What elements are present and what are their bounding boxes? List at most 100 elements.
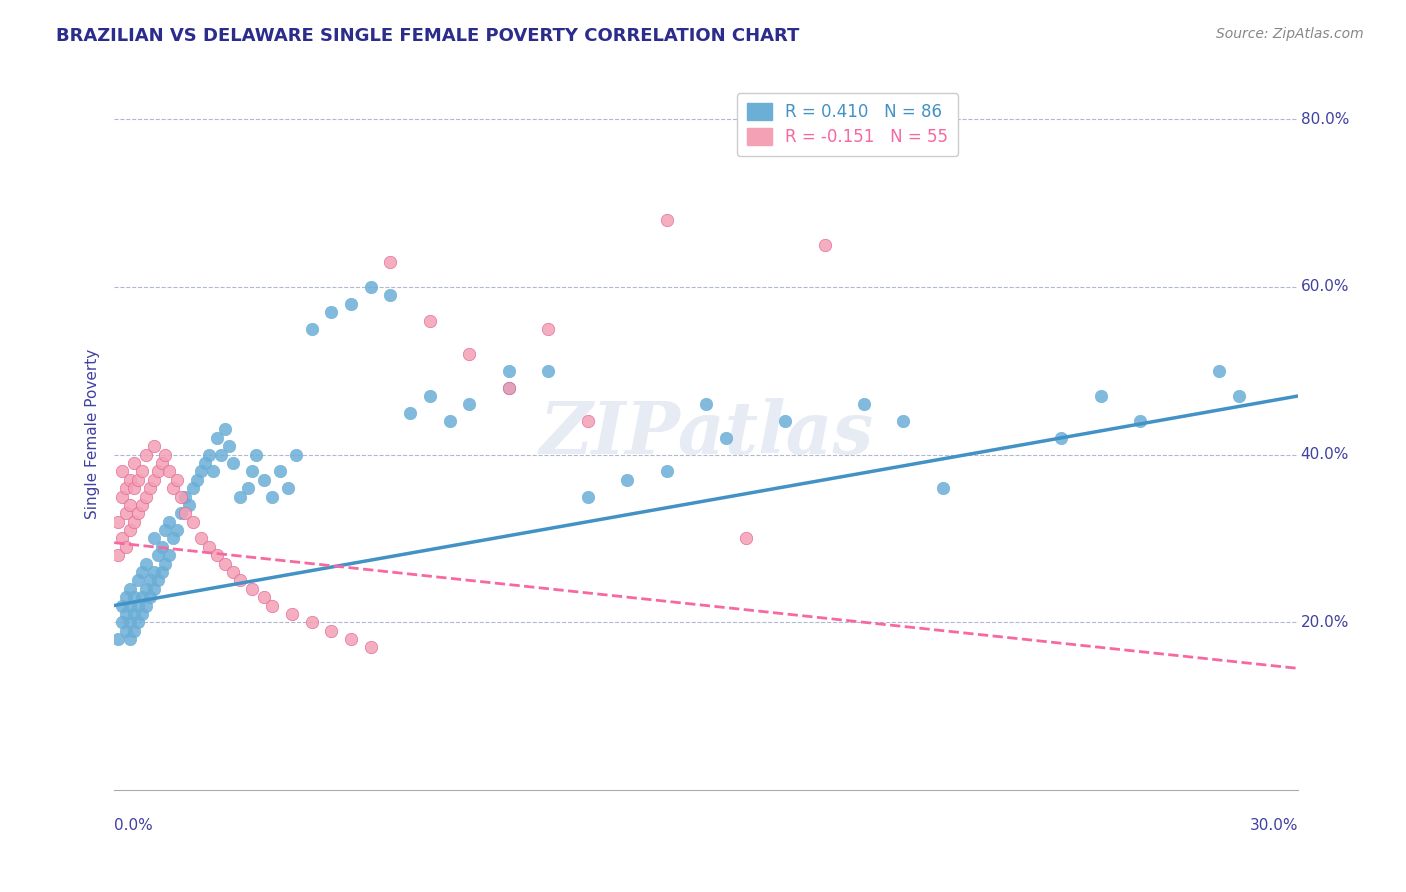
Delaware [138, 481, 160, 495]
Brazilians [253, 473, 276, 487]
Delaware [127, 473, 149, 487]
Brazilians [893, 414, 915, 428]
Delaware [576, 414, 599, 428]
Brazilians [115, 590, 138, 604]
Brazilians [419, 389, 441, 403]
Delaware [498, 381, 520, 395]
Legend: R = 0.410   N = 86, R = -0.151   N = 55: R = 0.410 N = 86, R = -0.151 N = 55 [737, 93, 959, 156]
Delaware [301, 615, 323, 630]
Brazilians [301, 322, 323, 336]
Brazilians [179, 498, 201, 512]
Delaware [142, 473, 165, 487]
Brazilians [194, 456, 217, 470]
Brazilians [360, 280, 382, 294]
Delaware [115, 481, 138, 495]
Brazilians [186, 473, 208, 487]
Text: 20.0%: 20.0% [1301, 615, 1348, 630]
Text: ZIPatlas: ZIPatlas [538, 398, 873, 469]
Delaware [118, 498, 141, 512]
Brazilians [245, 448, 267, 462]
Brazilians [853, 397, 876, 411]
Delaware [142, 439, 165, 453]
Brazilians [214, 422, 236, 436]
Brazilians [122, 624, 145, 638]
Brazilians [260, 490, 283, 504]
Brazilians [115, 624, 138, 638]
Brazilians [238, 481, 260, 495]
Text: Source: ZipAtlas.com: Source: ZipAtlas.com [1216, 27, 1364, 41]
Delaware [131, 464, 153, 478]
Brazilians [138, 574, 160, 588]
Brazilians [142, 565, 165, 579]
Brazilians [240, 464, 263, 478]
Brazilians [498, 364, 520, 378]
Brazilians [714, 431, 737, 445]
Delaware [150, 456, 173, 470]
Delaware [131, 498, 153, 512]
Text: 80.0%: 80.0% [1301, 112, 1348, 127]
Brazilians [159, 548, 181, 562]
Brazilians [138, 590, 160, 604]
Delaware [655, 213, 678, 227]
Brazilians [118, 599, 141, 613]
Brazilians [340, 297, 363, 311]
Delaware [122, 515, 145, 529]
Delaware [419, 313, 441, 327]
Delaware [734, 532, 756, 546]
Delaware [135, 490, 157, 504]
Brazilians [150, 565, 173, 579]
Delaware [360, 640, 382, 655]
Delaware [229, 574, 252, 588]
Brazilians [146, 548, 169, 562]
Brazilians [537, 364, 560, 378]
Delaware [170, 490, 193, 504]
Text: 0.0%: 0.0% [114, 819, 153, 833]
Y-axis label: Single Female Poverty: Single Female Poverty [86, 349, 100, 519]
Brazilians [380, 288, 402, 302]
Text: 40.0%: 40.0% [1301, 447, 1348, 462]
Brazilians [269, 464, 291, 478]
Brazilians [131, 607, 153, 621]
Brazilians [135, 557, 157, 571]
Brazilians [773, 414, 796, 428]
Text: 60.0%: 60.0% [1301, 279, 1348, 294]
Delaware [115, 506, 138, 520]
Brazilians [616, 473, 638, 487]
Delaware [155, 448, 177, 462]
Brazilians [155, 557, 177, 571]
Delaware [281, 607, 304, 621]
Delaware [107, 515, 129, 529]
Delaware [181, 515, 204, 529]
Brazilians [695, 397, 717, 411]
Delaware [127, 506, 149, 520]
Brazilians [155, 523, 177, 537]
Brazilians [321, 305, 343, 319]
Delaware [122, 481, 145, 495]
Delaware [380, 255, 402, 269]
Delaware [240, 582, 263, 596]
Brazilians [118, 632, 141, 646]
Brazilians [221, 456, 243, 470]
Brazilians [135, 582, 157, 596]
Brazilians [111, 599, 134, 613]
Delaware [458, 347, 481, 361]
Delaware [321, 624, 343, 638]
Brazilians [115, 607, 138, 621]
Delaware [340, 632, 363, 646]
Brazilians [142, 582, 165, 596]
Delaware [115, 540, 138, 554]
Brazilians [170, 506, 193, 520]
Brazilians [458, 397, 481, 411]
Delaware [198, 540, 221, 554]
Brazilians [1050, 431, 1073, 445]
Delaware [221, 565, 243, 579]
Brazilians [399, 406, 422, 420]
Brazilians [131, 565, 153, 579]
Brazilians [1129, 414, 1152, 428]
Brazilians [498, 381, 520, 395]
Brazilians [127, 615, 149, 630]
Delaware [190, 532, 212, 546]
Brazilians [107, 632, 129, 646]
Delaware [122, 456, 145, 470]
Delaware [253, 590, 276, 604]
